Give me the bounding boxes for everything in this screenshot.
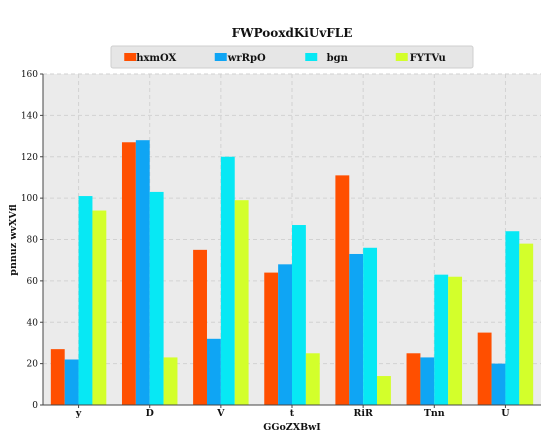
bar [491, 363, 506, 405]
legend-label: bgn [327, 53, 349, 64]
legend-swatch [214, 53, 227, 61]
y-tick-label: 140 [21, 111, 38, 121]
bar [234, 200, 249, 405]
bar [448, 276, 463, 405]
bar [363, 247, 378, 405]
bar [505, 231, 520, 405]
bar [477, 332, 492, 405]
bar [206, 338, 221, 405]
bar [220, 156, 235, 405]
bar [64, 359, 79, 405]
y-tick-label: 60 [27, 277, 39, 287]
bar [349, 253, 364, 405]
legend-swatch [124, 53, 137, 61]
y-tick-label: 20 [27, 360, 39, 370]
chart-title: FWPooxdKiUvFLE [232, 26, 353, 40]
bar [406, 353, 421, 405]
x-tick-label: Tnn [424, 408, 445, 419]
x-tick-label: y [75, 408, 82, 419]
bar [434, 274, 449, 405]
legend-label: hxmOX [136, 53, 176, 64]
y-tick-label: 160 [21, 70, 38, 80]
legend-label: wrRpO [227, 53, 266, 64]
bar [163, 357, 178, 405]
bar [193, 249, 207, 405]
x-tick-label: V [216, 408, 225, 419]
legend-swatch [395, 53, 408, 61]
y-tick-label: 0 [32, 401, 38, 411]
legend-item: bgn [305, 53, 349, 64]
bars [50, 140, 534, 406]
legend-item: hxmOX [124, 53, 177, 64]
bar [135, 140, 150, 405]
bar [121, 142, 136, 406]
bar [292, 225, 306, 405]
y-tick-label: 100 [21, 194, 38, 204]
legend: hxmOX wrRpO bgn FYTVu [110, 45, 474, 69]
y-tick-labels: 0 20 40 60 80 100 120 140 160 [21, 70, 43, 411]
bar [335, 175, 350, 405]
legend-label: FYTVu [410, 53, 446, 64]
x-tick-label: t [290, 408, 295, 419]
bar [50, 349, 65, 405]
legend-item: FYTVu [395, 53, 446, 64]
x-axis-title: GGoZXBwI [263, 422, 321, 433]
bar [78, 196, 93, 405]
y-tick-label: 80 [27, 236, 39, 246]
legend-swatch [305, 53, 318, 61]
legend-box [110, 45, 474, 69]
bar [377, 376, 391, 405]
bar [149, 191, 164, 405]
bar [420, 357, 435, 405]
bar [264, 272, 279, 405]
y-tick-label: 40 [27, 318, 39, 328]
bar [92, 210, 107, 405]
legend-item: wrRpO [214, 53, 266, 64]
bar [519, 243, 534, 405]
y-axis-title: pnnuz wvXVfl [8, 204, 19, 276]
x-tick-label: U [501, 408, 510, 419]
x-tick-label: RiR [353, 408, 373, 419]
bar [305, 353, 320, 405]
x-tick-label: D [146, 408, 154, 419]
y-tick-label: 120 [21, 153, 38, 163]
bar [278, 264, 292, 405]
